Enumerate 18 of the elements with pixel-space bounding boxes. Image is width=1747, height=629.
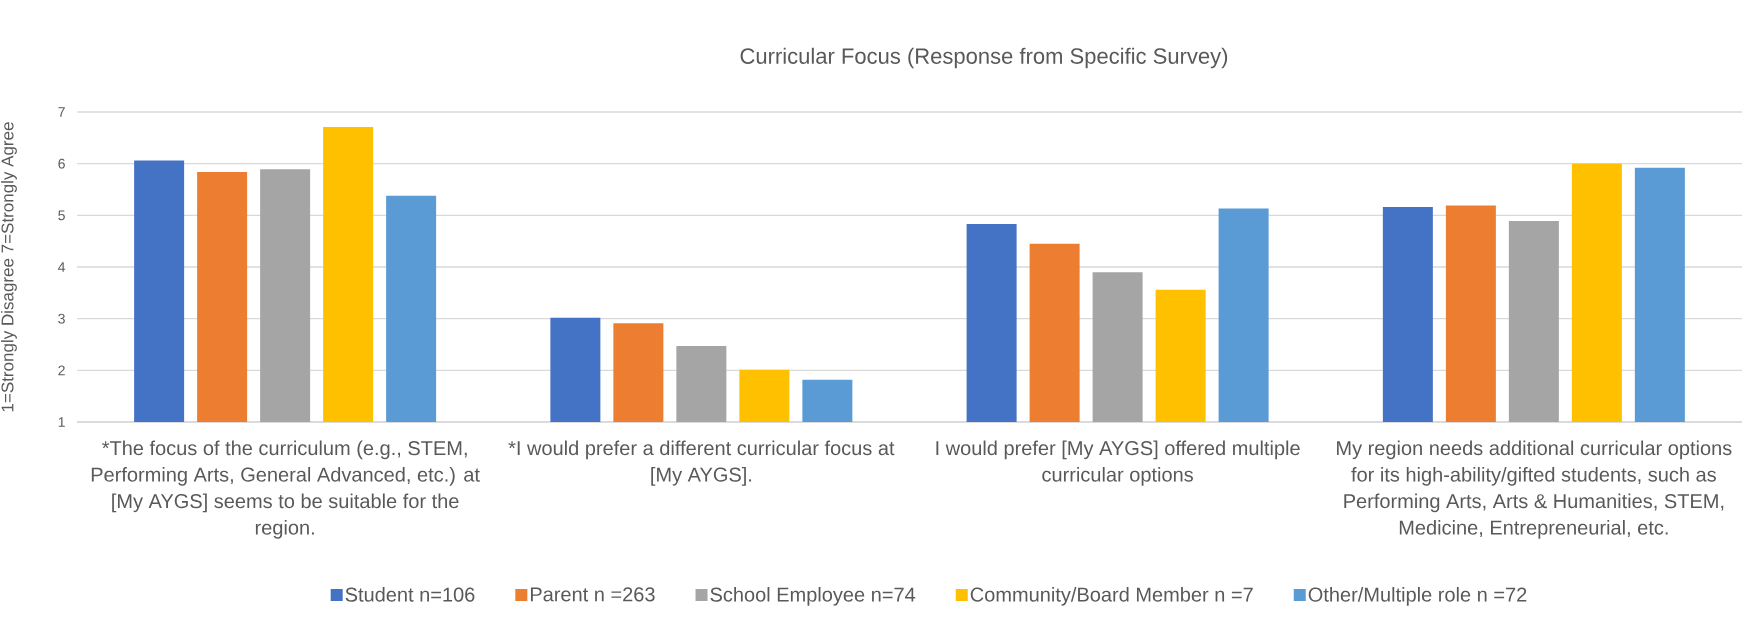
y-tick-label: 3 (58, 313, 65, 324)
y-axis-title: 1=Strongly Disagree 7=Strongly Agree (1, 122, 17, 412)
y-tick-label: 7 (58, 107, 65, 117)
legend-label: Student n=106 (345, 587, 475, 602)
y-tick-label: 1 (58, 417, 65, 427)
legend-label: Community/Board Member n =7 (970, 587, 1253, 606)
legend-label: School Employee n=74 (710, 587, 916, 606)
y-tick-label: 2 (58, 365, 65, 376)
chart-title: Curricular Focus (Response from Specific Survey) (740, 47, 1228, 69)
y-tick-label: 4 (58, 262, 66, 272)
x-tick-label: *The focus of the curriculum (e.g., STEM, Performing Arts, General Advanced, etc.) at [My AYGS] seems to be suitable for the region. (91, 440, 480, 539)
legend-label: Parent n =263 (530, 587, 655, 602)
x-tick-label: *I would prefer a different curricular focus at [My AYGS]. (508, 440, 895, 486)
x-tick-label: My region needs additional curricular options for its high-ability/gifted students, such as Performing Arts, Arts & Humanities, STEM, Medicine, Entrepreneurial, etc. (1337, 440, 1732, 539)
x-tick-label: I would prefer [My AYGS] offered multiple curricular options (936, 440, 1300, 486)
y-tick-label: 6 (58, 158, 65, 169)
y-tick-label: 5 (58, 210, 65, 221)
legend-label: Other/Multiple role n =72 (1308, 587, 1527, 606)
